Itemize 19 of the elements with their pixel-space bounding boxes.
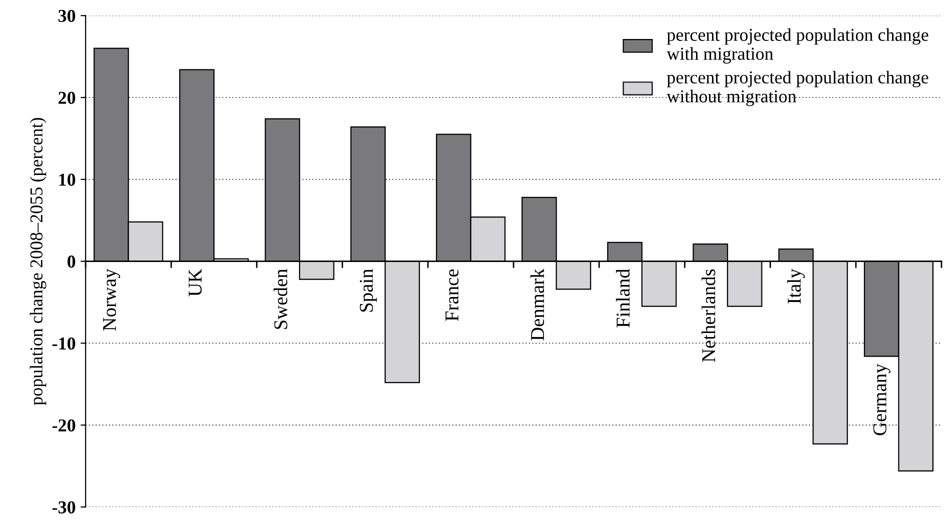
x-tick-label: Sweden [274, 268, 288, 329]
x-tick-label: Netherlands [702, 269, 716, 362]
y-tick-label: -20 [52, 419, 76, 432]
y-tick-label: 0 [68, 256, 76, 268]
x-tick-label: UK [188, 268, 202, 296]
y-tick-label: 10 [59, 174, 76, 186]
x-tick-label: France [446, 269, 458, 322]
x-tick-label: Germany [873, 364, 890, 436]
x-tick-label: Norway [103, 268, 120, 331]
y-tick-label: -30 [52, 501, 76, 514]
legend-label: percent projected population change without migration [666, 70, 928, 106]
x-tick-label: Italy [787, 268, 805, 304]
y-axis-title: population change 2008–2055 (percent) [30, 118, 46, 406]
x-tick-label: Finland [616, 268, 630, 328]
y-tick-label: 30 [58, 10, 76, 22]
y-tick-label: 20 [58, 92, 76, 104]
x-tick-label: Denmark [530, 268, 544, 340]
y-tick-label: -10 [52, 337, 76, 350]
x-tick-label: Spain [360, 268, 377, 312]
